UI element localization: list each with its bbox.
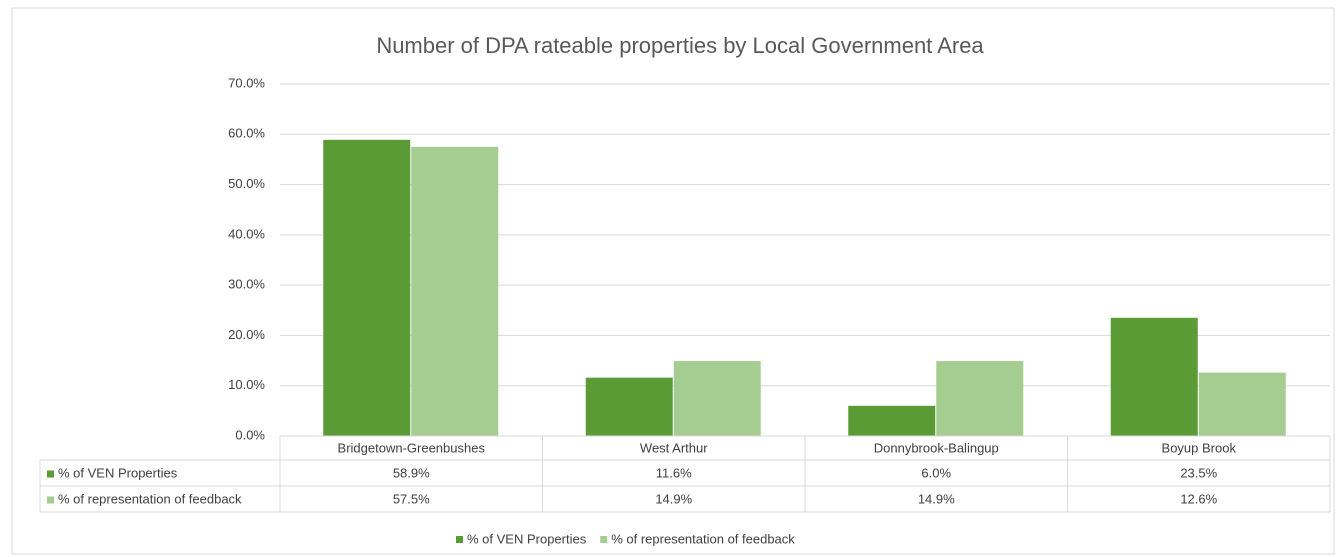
table-row-label: % of VEN Properties — [58, 465, 178, 480]
bar — [1110, 317, 1198, 436]
chart-title: Number of DPA rateable properties by Loc… — [376, 33, 984, 58]
x-tick-label: Donnybrook-Balingup — [874, 440, 999, 455]
y-tick-label: 60.0% — [228, 126, 265, 141]
table-cell: 57.5% — [393, 491, 430, 506]
chart-border — [11, 7, 1335, 555]
table-cell: 12.6% — [1180, 491, 1217, 506]
table-cell: 14.9% — [918, 491, 955, 506]
bar — [673, 361, 761, 436]
y-tick-label: 10.0% — [228, 377, 265, 392]
table-legend-key — [47, 470, 54, 478]
y-tick-label: 40.0% — [228, 226, 265, 241]
table-cell: 6.0% — [921, 465, 951, 480]
legend-key — [600, 536, 608, 543]
table-row-label: % of representation of feedback — [58, 491, 242, 506]
bar — [936, 361, 1024, 436]
bar — [323, 139, 411, 436]
x-tick-label: Boyup Brook — [1162, 440, 1237, 455]
legend-label: % of representation of feedback — [611, 531, 795, 546]
x-tick-label: Bridgetown-Greenbushes — [338, 440, 486, 455]
table-cell: 14.9% — [655, 491, 692, 506]
table-cell: 11.6% — [656, 465, 692, 480]
y-tick-label: 30.0% — [228, 277, 265, 292]
bar — [411, 146, 499, 436]
legend-label: % of VEN Properties — [467, 531, 587, 546]
y-tick-label: 50.0% — [228, 176, 265, 191]
table-legend-key — [47, 496, 54, 504]
bar — [585, 377, 673, 436]
table-cell: 58.9% — [393, 465, 430, 480]
x-tick-label: West Arthur — [640, 440, 708, 455]
bar — [1198, 372, 1286, 436]
y-tick-label: 20.0% — [228, 327, 265, 342]
table-cell: 23.5% — [1180, 465, 1217, 480]
y-tick-label: 70.0% — [228, 75, 265, 90]
bar — [848, 405, 936, 436]
y-tick-label: 0.0% — [235, 427, 265, 442]
legend-key — [456, 536, 463, 543]
